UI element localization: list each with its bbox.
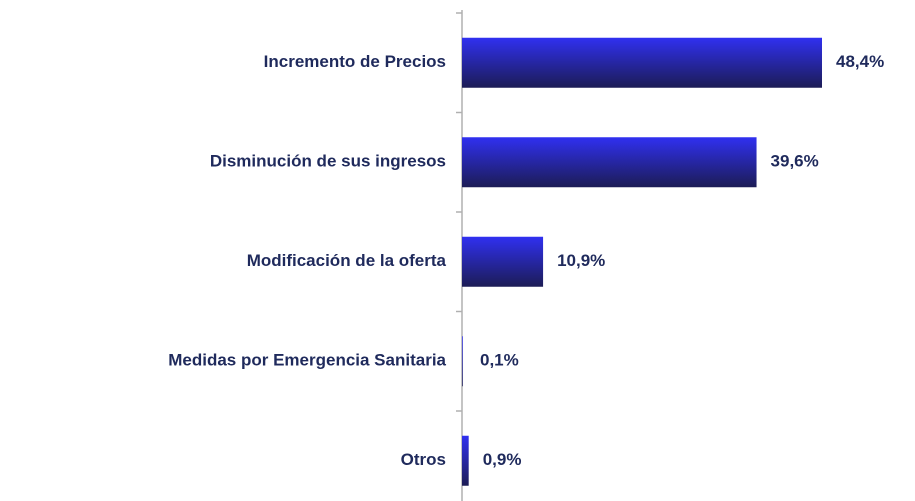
category-label: Modificación de la oferta (247, 251, 447, 270)
value-label: 10,9% (557, 251, 605, 270)
bar (462, 37, 822, 88)
value-label: 39,6% (771, 152, 819, 171)
bar (462, 236, 544, 287)
category-label: Disminución de sus ingresos (210, 152, 446, 171)
category-label: Medidas por Emergencia Sanitaria (168, 351, 446, 370)
bar (462, 435, 469, 486)
value-label: 48,4% (836, 52, 884, 71)
value-label: 0,9% (483, 450, 522, 469)
category-label: Otros (401, 450, 446, 469)
bar (462, 336, 463, 387)
bar (462, 137, 757, 188)
value-label: 0,1% (480, 351, 519, 370)
category-label: Incremento de Precios (264, 52, 446, 71)
